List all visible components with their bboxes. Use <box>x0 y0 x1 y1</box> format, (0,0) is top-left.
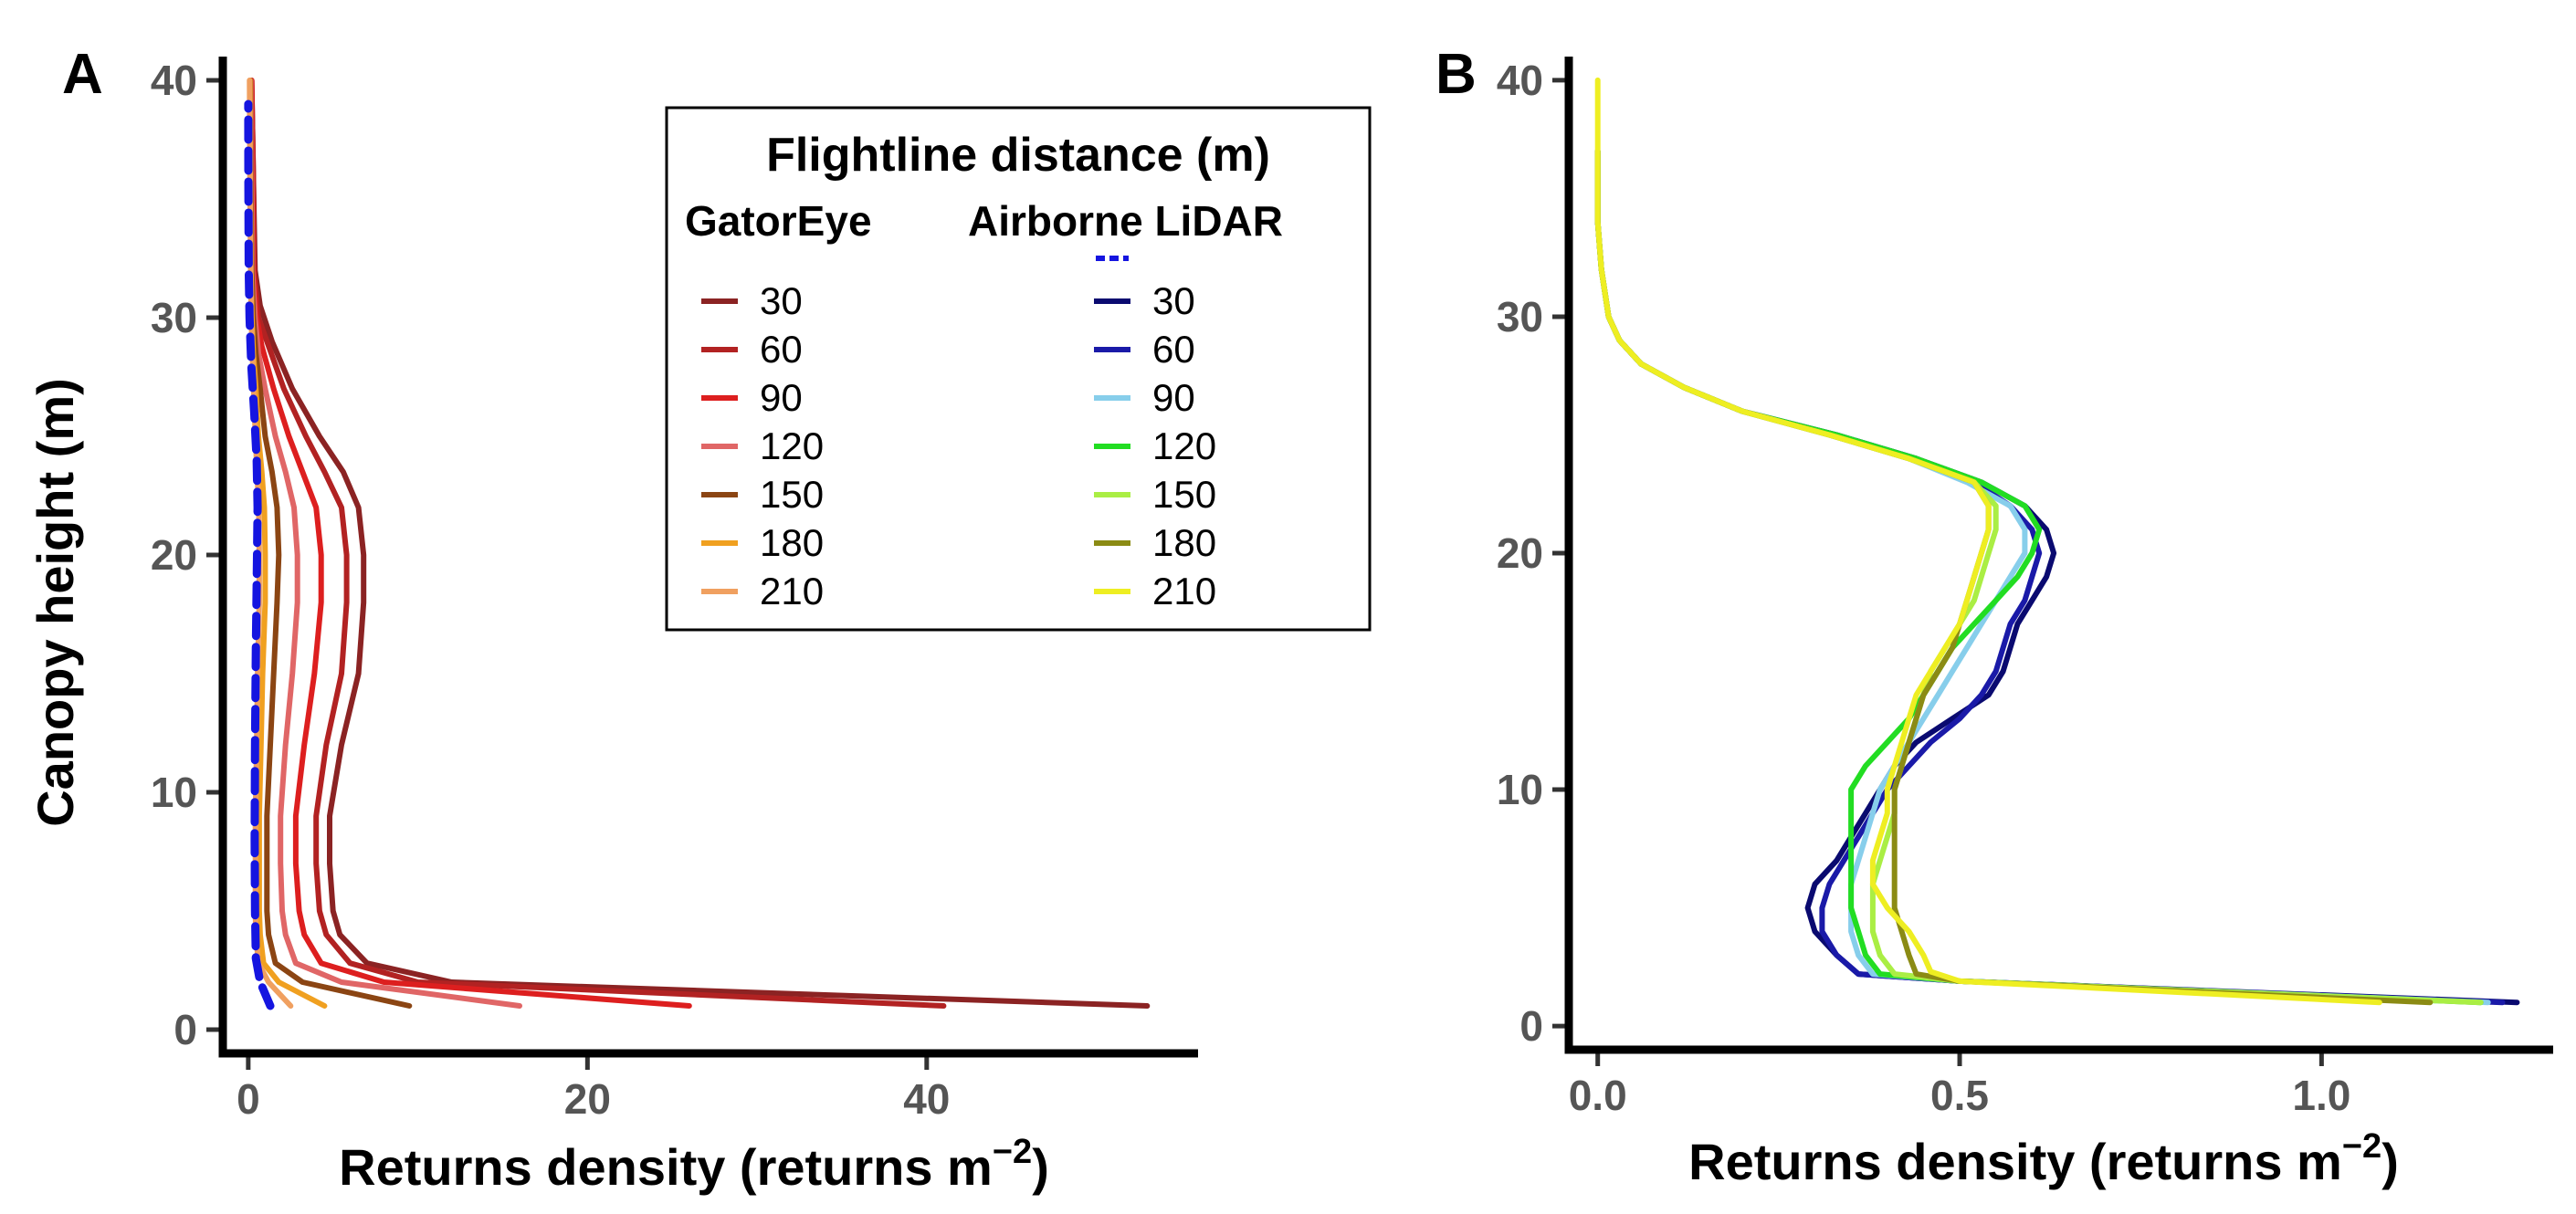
panel-b-label: B <box>1435 43 1477 106</box>
legend-label-gatoreye: 150 <box>760 473 824 516</box>
panel-a-series <box>244 78 1151 1010</box>
legend-label-gatoreye: 120 <box>760 424 824 467</box>
legend-label-airborne: 120 <box>1152 424 1216 467</box>
legend-label-gatoreye: 210 <box>760 570 824 612</box>
panel-a-y-tick-label: 40 <box>151 57 197 104</box>
legend-title: Flightline distance (m) <box>766 129 1270 182</box>
panel-a-series-airborne-lidar <box>244 99 275 1010</box>
panel-b-x-axis-title-sup: −2 <box>2342 1127 2381 1166</box>
panel-a-x-axis-title-sup: −2 <box>993 1133 1032 1171</box>
panel-a-x-tick-label: 0 <box>237 1075 260 1123</box>
panel-a-x-tick-label: 20 <box>564 1075 611 1123</box>
panel-a-ticks: 0 10 20 30 40 0 20 40 <box>151 57 951 1123</box>
panel-a-x-tick-label: 40 <box>903 1075 950 1123</box>
legend-label-gatoreye: 180 <box>760 521 824 564</box>
legend-box <box>665 106 1372 632</box>
panel-a-x-axis-title: Returns density (returns m−2) <box>339 1133 1049 1196</box>
panel-b-ticks: 0 10 20 30 40 0.0 0.5 1.0 <box>1497 57 2351 1119</box>
panel-b-x-tick-label: 1.0 <box>2292 1072 2350 1119</box>
panel-a-y-tick-label: 30 <box>151 294 197 341</box>
legend-label-gatoreye: 60 <box>760 328 803 371</box>
panel-b-axes <box>1564 57 2553 1054</box>
legend-group-airborne: Airborne LiDAR <box>968 197 1283 245</box>
panel-a: A Canopy height (m) Returns density (ret… <box>26 43 1372 1196</box>
panel-b-x-axis-title-close: ) <box>2381 1133 2399 1190</box>
legend-label-gatoreye: 90 <box>760 376 803 419</box>
legend-group-gatoreye: GatorEye <box>685 197 872 245</box>
panel-b-x-tick-label: 0.0 <box>1569 1072 1627 1119</box>
panel-b-series-210 <box>1594 77 2382 1006</box>
legend-label-airborne: 60 <box>1152 328 1195 371</box>
legend-label-airborne: 30 <box>1152 279 1195 322</box>
panel-a-y-tick-label: 0 <box>173 1006 197 1053</box>
panel-b-y-tick-label: 10 <box>1497 766 1543 813</box>
legend-label-airborne: 90 <box>1152 376 1195 419</box>
legend-label-gatoreye: 30 <box>760 279 803 322</box>
panel-b: B Returns density (returns m−2) 0 10 20 30 4… <box>1435 43 2553 1190</box>
panel-a-x-axis-title-close: ) <box>1032 1138 1049 1196</box>
panel-a-label: A <box>62 43 103 106</box>
panel-a-axes <box>218 57 1198 1058</box>
panel-a-series-30 <box>248 78 1151 1009</box>
legend-label-airborne: 180 <box>1152 521 1216 564</box>
legend: Flightline distance (m) GatorEye Airborn… <box>665 106 1372 632</box>
panel-b-y-tick-label: 40 <box>1497 57 1543 104</box>
legend-entries: 30 30 60 60 90 90 120 120 150 150 180 180 210 210 <box>701 279 1216 612</box>
legend-label-airborne: 210 <box>1152 570 1216 612</box>
panel-b-x-tick-label: 0.5 <box>1930 1072 1989 1119</box>
panel-b-y-tick-label: 20 <box>1497 529 1543 577</box>
legend-label-airborne: 150 <box>1152 473 1216 516</box>
panel-b-x-axis-title: Returns density (returns m−2) <box>1688 1127 2399 1190</box>
panel-a-y-tick-label: 20 <box>151 531 197 579</box>
panel-b-series <box>1594 77 2520 1006</box>
panel-b-y-tick-label: 30 <box>1497 293 1543 340</box>
panel-b-x-axis-title-base: Returns density (returns m <box>1688 1133 2342 1190</box>
panel-a-y-axis-title: Canopy height (m) <box>26 378 84 827</box>
panel-a-y-tick-label: 10 <box>151 769 197 816</box>
panel-b-y-tick-label: 0 <box>1519 1002 1543 1050</box>
panel-a-x-axis-title-base: Returns density (returns m <box>339 1138 993 1196</box>
